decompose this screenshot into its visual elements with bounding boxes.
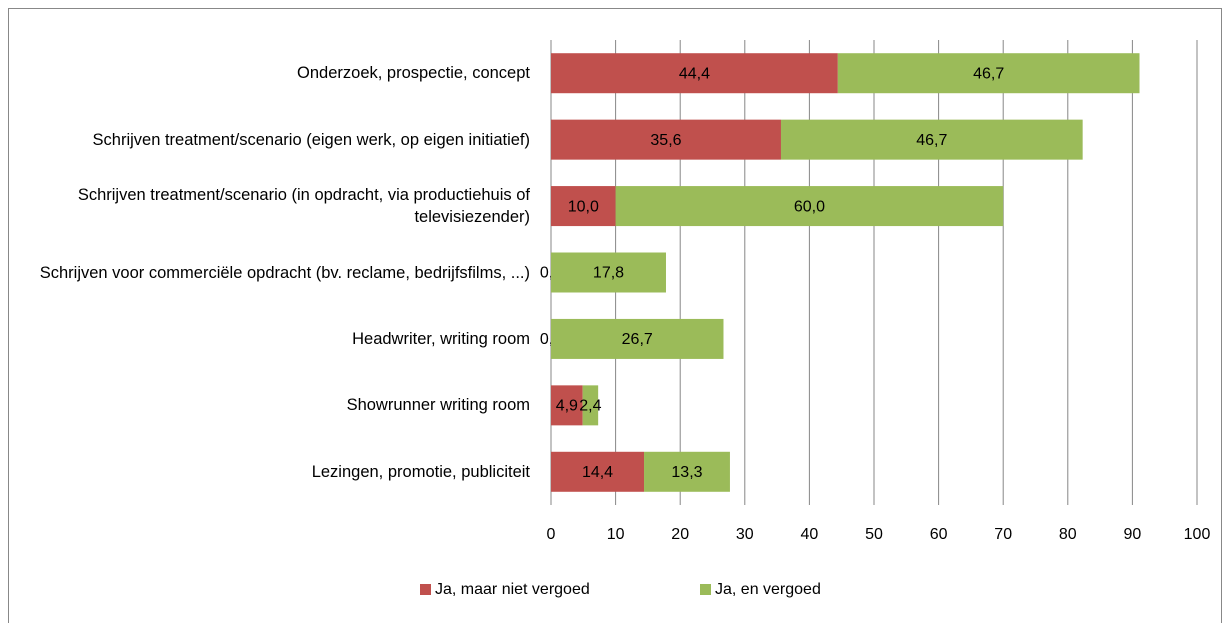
data-label: 35,6 — [650, 132, 681, 149]
legend-label: Ja, en vergoed — [715, 581, 821, 598]
x-tick-label: 90 — [1124, 526, 1142, 543]
data-label: 17,8 — [593, 265, 624, 282]
data-label: 44,4 — [679, 65, 710, 82]
data-label: 60,0 — [794, 198, 825, 215]
bar — [551, 451, 645, 492]
data-label: 26,7 — [622, 331, 653, 348]
bar — [551, 318, 724, 359]
x-tick-label: 30 — [736, 526, 754, 543]
x-tick-label: 70 — [994, 526, 1012, 543]
y-tick-label: Schrijven treatment/scenario (eigen werk… — [92, 130, 530, 149]
x-tick-label: 50 — [865, 526, 883, 543]
bar — [551, 252, 666, 293]
data-label: 4,9 — [556, 398, 578, 415]
legend-swatch — [700, 584, 711, 595]
x-tick-label: 80 — [1059, 526, 1077, 543]
data-label: 10,0 — [568, 198, 599, 215]
data-label: 13,3 — [671, 464, 702, 481]
chart-border — [8, 8, 1222, 623]
y-tick-label: Lezingen, promotie, publiciteit — [311, 462, 530, 481]
y-tick-label: Schrijven voor commerciële opdracht (bv.… — [39, 263, 530, 282]
data-label: 46,7 — [916, 132, 947, 149]
legend-swatch — [420, 584, 431, 595]
bar — [644, 451, 730, 492]
legend-label: Ja, maar niet vergoed — [435, 581, 590, 598]
x-tick-label: 10 — [607, 526, 625, 543]
bar — [615, 186, 1004, 227]
bar — [837, 53, 1140, 94]
x-tick-label: 60 — [930, 526, 948, 543]
x-tick-label: 40 — [801, 526, 819, 543]
x-tick-label: 20 — [671, 526, 689, 543]
y-tick-label: Onderzoek, prospectie, concept — [297, 64, 530, 83]
x-tick-label: 0 — [547, 526, 556, 543]
y-tick-label: Showrunner writing room — [346, 396, 530, 415]
bar — [551, 119, 781, 160]
y-tick-label: Headwriter, writing room — [352, 329, 530, 348]
data-label: 2,4 — [579, 398, 601, 415]
data-label: 14,4 — [582, 464, 613, 481]
data-label: 46,7 — [973, 65, 1004, 82]
bar — [582, 385, 599, 426]
bar — [551, 186, 616, 227]
bar — [551, 53, 838, 94]
bar — [551, 385, 583, 426]
x-tick-label: 100 — [1184, 526, 1211, 543]
bar — [780, 119, 1083, 160]
y-tick-label: Schrijven treatment/scenario (in opdrach… — [77, 186, 530, 227]
